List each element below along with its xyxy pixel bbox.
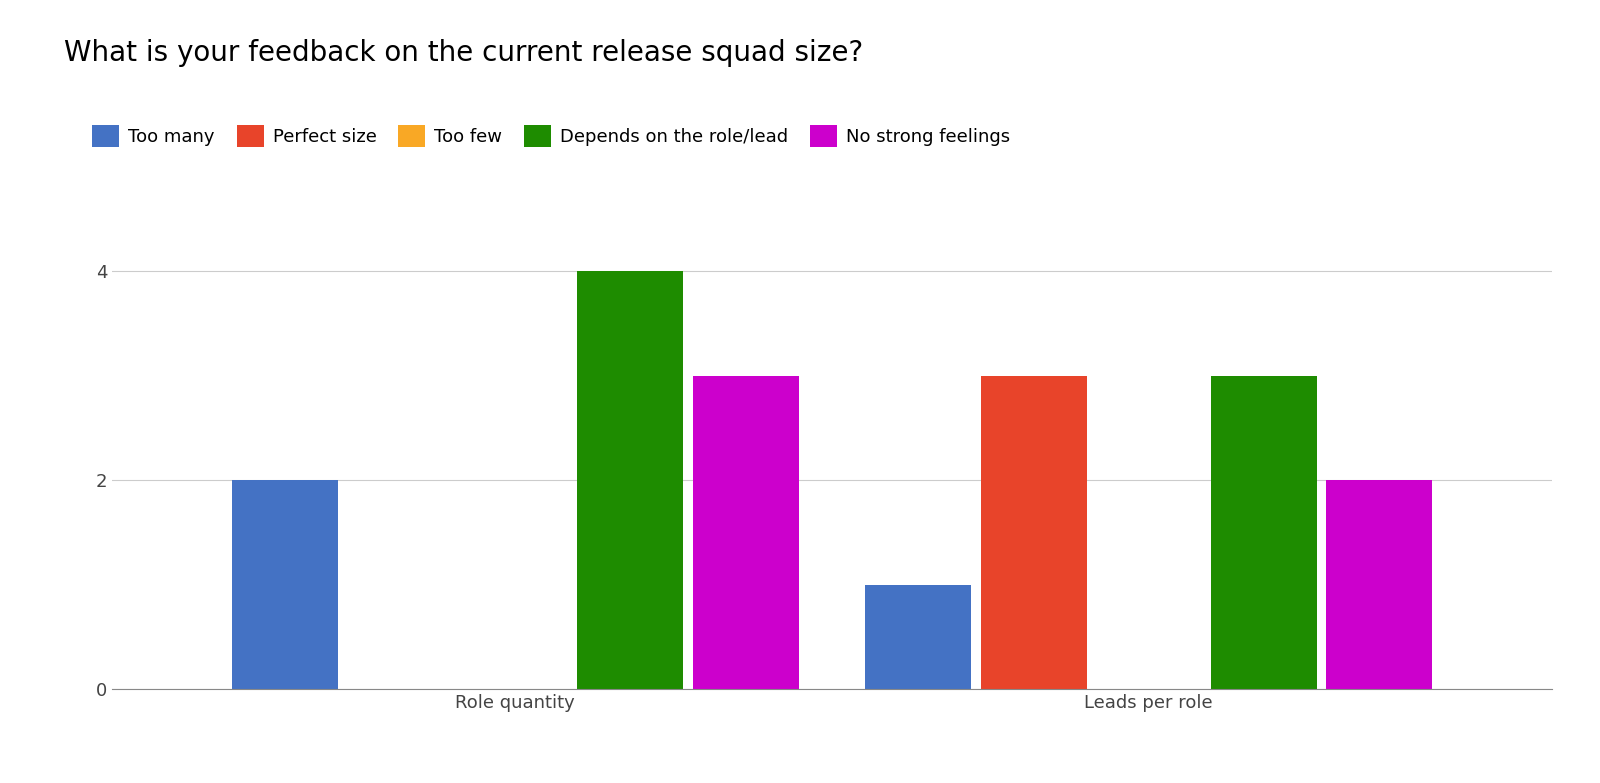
Text: What is your feedback on the current release squad size?: What is your feedback on the current rel… [64,39,864,67]
Bar [578,272,683,689]
Bar [232,480,338,689]
Bar [866,585,971,689]
Bar [1326,480,1432,689]
Legend: Too many, Perfect size, Too few, Depends on the role/lead, No strong feelings: Too many, Perfect size, Too few, Depends… [93,125,1010,147]
Bar [1211,376,1317,689]
Bar [693,376,798,689]
Bar [981,376,1086,689]
